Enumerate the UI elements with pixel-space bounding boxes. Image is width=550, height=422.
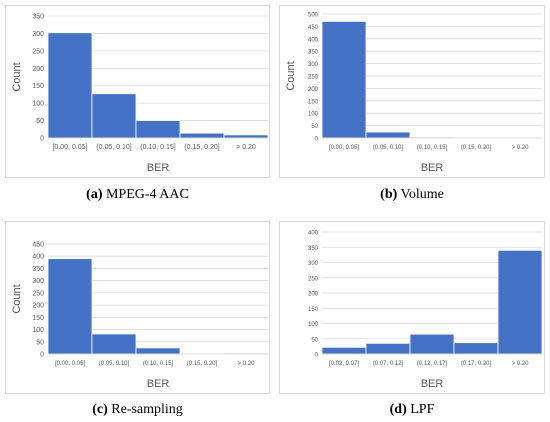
y-tick-label: 100: [32, 327, 44, 334]
x-tick-label: [0.00, 0.05]: [55, 361, 85, 367]
y-tick-label: 250: [308, 276, 319, 282]
x-tick-label: (0.10, 0.15]: [140, 144, 175, 151]
y-tick-label: 250: [32, 290, 44, 297]
x-tick-label: > 0.20: [236, 144, 256, 151]
y-tick-label: 200: [308, 292, 319, 298]
bar: [321, 346, 367, 355]
y-tick-label: 300: [32, 278, 44, 285]
x-axis-title: BER: [421, 378, 444, 390]
y-tick-label: 250: [32, 48, 44, 55]
caption-a: (a) MPEG-4 AAC: [5, 187, 270, 203]
y-tick-label: 300: [308, 261, 319, 267]
chart-a-svg: 0 50 100 150 200 250 300 350 [0.00, 0.05] (0.05, …: [11, 14, 269, 174]
bar: [365, 342, 411, 355]
y-axis-title: Count: [11, 284, 23, 313]
chart-panel-a: 0 50 100 150 200 250 300 350 [0.00, 0.05] (0.05, …: [5, 5, 270, 178]
chart-d-svg: 0 50 100 150 200 250 300 350 400 [0.02, 0.07] (0.0…: [308, 231, 543, 390]
y-tick-label: 150: [308, 307, 319, 313]
y-tick-label: 400: [308, 37, 319, 43]
bar: [91, 333, 137, 355]
y-tick-label: 50: [311, 124, 318, 130]
y-tick-label: 150: [308, 99, 319, 105]
bar: [91, 93, 137, 139]
x-tick-label: (0.17, 0.20]: [461, 361, 492, 367]
y-tick-label: 100: [308, 112, 319, 118]
x-tick-label: (0.15, 0.20]: [461, 145, 492, 151]
y-tick-label: 100: [32, 101, 44, 108]
x-tick-label: > 0.20: [512, 145, 530, 151]
caption-c: (c) Re-sampling: [5, 402, 270, 418]
y-tick-label: 300: [308, 62, 319, 68]
x-tick-label: > 0.20: [512, 361, 530, 367]
y-tick-label: 500: [308, 13, 319, 19]
chart-panel-d: 0 50 100 150 200 250 300 350 400 [0.02, 0.07] (0.0…: [279, 221, 545, 394]
bar: [179, 132, 225, 139]
y-tick-label: 300: [32, 31, 44, 38]
x-axis-title: BER: [147, 378, 170, 390]
bar: [453, 342, 499, 355]
y-tick-label: 400: [32, 254, 44, 261]
bar: [47, 258, 93, 355]
x-tick-label: (0.07, 0.12]: [373, 361, 404, 367]
chart-panel-c: 0 50 100 150 200 250 300 350 400 450 [0.00, 0.05] (…: [5, 221, 270, 394]
bar: [135, 347, 181, 355]
caption-d: (d) LPF: [279, 402, 545, 418]
x-tick-label: [0.00, 0.05]: [52, 144, 87, 151]
y-tick-label: 450: [308, 25, 319, 31]
caption-a-letter: (a): [86, 187, 103, 202]
y-tick-label: 450: [32, 242, 44, 249]
y-tick-label: 0: [40, 352, 44, 359]
bar: [135, 120, 181, 139]
x-tick-label: [0.00, 0.05]: [329, 145, 359, 151]
bar: [321, 21, 367, 139]
bar: [497, 249, 543, 355]
x-tick-label: [0.02, 0.07]: [329, 361, 359, 367]
y-tick-label: 150: [32, 83, 44, 90]
y-axis-title: Count: [285, 61, 297, 90]
bar: [47, 32, 93, 139]
y-tick-label: 200: [32, 66, 44, 73]
x-tick-label: > 0.20: [238, 361, 256, 367]
x-tick-label: (0.12, 0.17]: [417, 361, 448, 367]
bar: [409, 333, 455, 355]
chart-panel-b: 0 50 100 150 200 250 300 350 400 450 500 [0.00, 0.0…: [279, 5, 545, 178]
caption-c-text: Re-sampling: [111, 402, 183, 417]
chart-c-svg: 0 50 100 150 200 250 300 350 400 450 [0.00, 0.05] (…: [11, 242, 269, 390]
caption-d-letter: (d): [389, 402, 407, 417]
y-tick-label: 350: [32, 14, 44, 21]
x-axis-title: BER: [147, 162, 170, 174]
x-tick-label: (0.05, 0.10]: [99, 361, 130, 367]
y-tick-label: 200: [308, 87, 319, 93]
bar: [365, 131, 411, 139]
y-tick-label: 350: [32, 266, 44, 273]
caption-a-text: MPEG-4 AAC: [105, 187, 189, 202]
y-tick-label: 400: [308, 231, 319, 237]
y-tick-label: 100: [308, 322, 319, 328]
caption-b: (b) Volume: [279, 187, 545, 203]
y-axis-title: Count: [11, 62, 23, 91]
caption-d-text: LPF: [410, 402, 435, 417]
chart-b-svg: 0 50 100 150 200 250 300 350 400 450 500 [0.00, 0.0…: [285, 13, 542, 174]
y-tick-label: 50: [36, 118, 44, 125]
y-tick-label: 50: [36, 339, 44, 346]
x-tick-label: (0.15, 0.20]: [184, 144, 219, 151]
x-axis-title: BER: [421, 162, 444, 174]
y-tick-label: 350: [308, 50, 319, 56]
x-tick-label: (0.05, 0.10]: [373, 145, 404, 151]
caption-b-text: Volume: [400, 187, 444, 202]
y-tick-label: 350: [308, 246, 319, 252]
x-tick-label: (0.15, 0.20]: [187, 361, 218, 367]
caption-b-letter: (b): [380, 187, 398, 202]
x-tick-label: (0.10, 0.15]: [143, 361, 174, 367]
caption-c-letter: (c): [92, 402, 108, 417]
y-tick-label: 250: [308, 75, 319, 81]
y-tick-label: 0: [315, 137, 319, 143]
x-tick-label: (0.05, 0.10]: [96, 144, 131, 151]
y-tick-label: 50: [311, 337, 318, 343]
y-tick-label: 150: [32, 315, 44, 322]
y-tick-label: 0: [40, 136, 44, 143]
x-tick-label: (0.10, 0.15]: [417, 145, 448, 151]
y-tick-label: 0: [315, 353, 319, 359]
y-tick-label: 200: [32, 303, 44, 310]
